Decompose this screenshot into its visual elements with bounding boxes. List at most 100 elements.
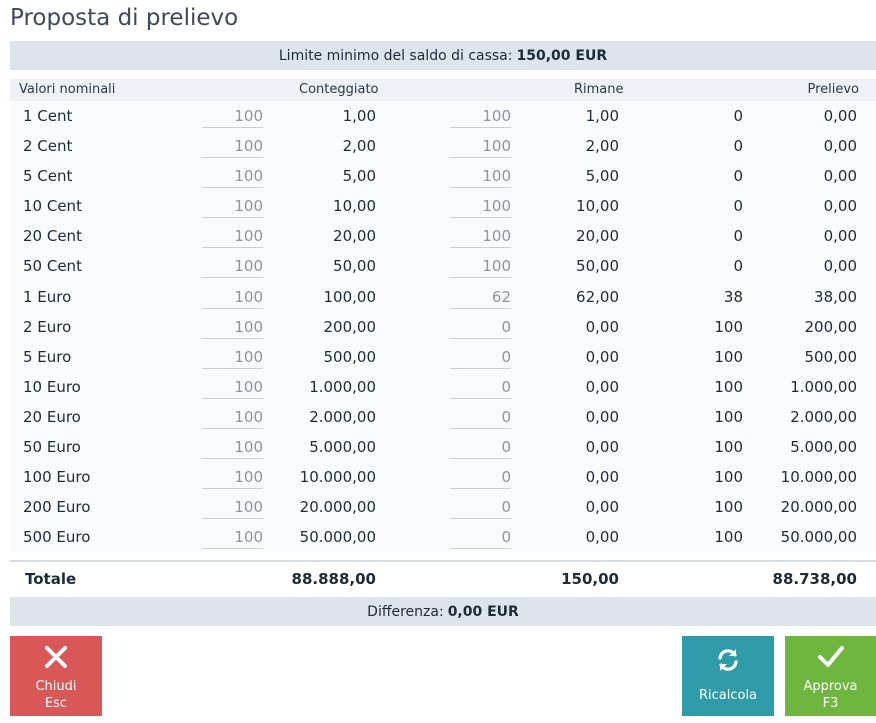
close-icon	[45, 646, 67, 668]
withdrawal-amount: 0,00	[823, 227, 857, 246]
counted-amount: 100,00	[323, 287, 377, 306]
withdrawal-quantity: 38	[723, 287, 743, 306]
counted-quantity-input[interactable]: 100	[202, 137, 263, 159]
remaining-quantity-input[interactable]: 100	[450, 257, 511, 279]
denomination-label: 20 Euro	[23, 407, 81, 426]
header-counted: Conteggiato	[299, 82, 379, 97]
counted-amount: 5.000,00	[309, 438, 376, 457]
counted-quantity-input[interactable]: 100	[202, 227, 263, 249]
table-row: 50 Cent 100 50,00 100 50,00 0 0,00	[10, 251, 876, 281]
withdrawal-quantity: 0	[733, 257, 743, 276]
total-label: Totale	[25, 570, 77, 588]
table-row: 200 Euro 100 20.000,00 0 0,00 100 20.000,00	[10, 492, 876, 522]
remaining-quantity-input[interactable]: 0	[450, 408, 511, 429]
page-title: Proposta di prelievo	[10, 5, 239, 31]
counted-quantity-input[interactable]: 100	[202, 528, 263, 550]
approve-button-key: F3	[822, 696, 839, 711]
difference-value: 0,00 EUR	[447, 603, 519, 620]
withdrawal-quantity: 100	[714, 528, 743, 547]
remaining-amount: 0,00	[585, 498, 619, 517]
counted-quantity-input[interactable]: 100	[202, 197, 263, 219]
withdrawal-quantity: 100	[714, 407, 743, 426]
withdrawal-quantity: 100	[714, 377, 743, 396]
remaining-quantity-input[interactable]: 0	[450, 348, 511, 369]
remaining-quantity-input[interactable]: 0	[450, 528, 511, 550]
remaining-quantity-input[interactable]: 62	[450, 288, 511, 309]
remaining-quantity-input[interactable]: 0	[450, 378, 511, 399]
remaining-quantity-input[interactable]: 100	[450, 107, 511, 128]
denomination-label: 50 Cent	[23, 257, 82, 276]
counted-amount: 2.000,00	[309, 407, 376, 426]
header-withdrawal: Prelievo	[807, 82, 859, 97]
counted-quantity-input[interactable]: 100	[202, 257, 263, 279]
remaining-quantity-input[interactable]: 0	[450, 498, 511, 520]
counted-quantity-input[interactable]: 100	[202, 167, 263, 189]
remaining-amount: 0,00	[585, 528, 619, 547]
refresh-icon	[718, 649, 738, 671]
close-button-label: Chiudi	[35, 679, 77, 694]
withdrawal-quantity: 100	[714, 498, 743, 517]
withdrawal-amount: 0,00	[823, 257, 857, 276]
withdrawal-amount: 20.000,00	[780, 498, 857, 517]
counted-quantity-input[interactable]: 100	[202, 438, 263, 460]
counted-amount: 1.000,00	[309, 377, 376, 396]
total-remaining: 150,00	[561, 570, 619, 588]
recalculate-button[interactable]: Ricalcola	[682, 636, 774, 716]
counted-amount: 200,00	[323, 317, 377, 336]
denomination-label: 50 Euro	[23, 438, 81, 457]
counted-quantity-input[interactable]: 100	[202, 408, 263, 429]
counted-quantity-input[interactable]: 100	[202, 348, 263, 369]
remaining-quantity-input[interactable]: 0	[450, 318, 511, 339]
close-button-key: Esc	[44, 696, 68, 711]
total-row: Totale 88.888,00 150,00 88.738,00	[10, 560, 876, 596]
difference-bar: Differenza: 0,00 EUR	[10, 597, 876, 626]
close-button[interactable]: Chiudi Esc	[10, 636, 102, 716]
withdrawal-quantity: 100	[714, 438, 743, 457]
counted-quantity-input[interactable]: 100	[202, 288, 263, 309]
counted-amount: 10,00	[333, 197, 376, 216]
remaining-quantity-input[interactable]: 100	[450, 137, 511, 159]
denomination-label: 10 Cent	[23, 197, 82, 216]
counted-amount: 500,00	[323, 347, 377, 366]
total-counted: 88.888,00	[291, 570, 376, 588]
denomination-label: 1 Cent	[23, 107, 73, 125]
counted-amount: 20,00	[333, 227, 376, 246]
counted-amount: 20.000,00	[299, 498, 376, 517]
remaining-quantity-input[interactable]: 100	[450, 227, 511, 249]
counted-amount: 50,00	[333, 257, 376, 276]
check-icon	[817, 646, 844, 667]
remaining-amount: 20,00	[576, 227, 619, 246]
counted-quantity-input[interactable]: 100	[202, 318, 263, 339]
limit-value: 150,00 EUR	[516, 47, 608, 64]
approve-button[interactable]: Approva F3	[785, 636, 876, 716]
counted-quantity-input[interactable]: 100	[202, 378, 263, 399]
denomination-label: 5 Cent	[23, 167, 73, 186]
withdrawal-quantity: 0	[733, 107, 743, 125]
counted-quantity-input[interactable]: 100	[202, 468, 263, 490]
withdrawal-amount: 10.000,00	[780, 468, 857, 487]
remaining-quantity-input[interactable]: 0	[450, 438, 511, 460]
withdrawal-amount: 5.000,00	[790, 438, 857, 457]
withdrawal-amount: 2.000,00	[790, 407, 857, 426]
remaining-quantity-input[interactable]: 0	[450, 468, 511, 490]
table-row: 2 Cent 100 2,00 100 2,00 0 0,00	[10, 131, 876, 161]
counted-quantity-input[interactable]: 100	[202, 107, 263, 128]
denomination-label: 500 Euro	[23, 528, 91, 547]
withdrawal-quantity: 0	[733, 167, 743, 186]
denomination-label: 5 Euro	[23, 347, 72, 366]
table-row: 2 Euro 100 200,00 0 0,00 100 200,00	[10, 312, 876, 342]
remaining-quantity-input[interactable]: 100	[450, 197, 511, 219]
withdrawal-quantity: 100	[714, 347, 743, 366]
withdrawal-amount: 0,00	[823, 137, 857, 156]
denomination-label: 100 Euro	[23, 468, 91, 487]
withdrawal-amount: 0,00	[823, 197, 857, 216]
counted-quantity-input[interactable]: 100	[202, 498, 263, 520]
withdrawal-quantity: 0	[733, 227, 743, 246]
remaining-amount: 10,00	[576, 197, 619, 216]
table-row: 20 Cent 100 20,00 100 20,00 0 0,00	[10, 221, 876, 251]
withdrawal-amount: 0,00	[823, 107, 857, 125]
remaining-quantity-input[interactable]: 100	[450, 167, 511, 189]
withdrawal-quantity: 0	[733, 197, 743, 216]
remaining-amount: 0,00	[585, 438, 619, 457]
counted-amount: 10.000,00	[299, 468, 376, 487]
